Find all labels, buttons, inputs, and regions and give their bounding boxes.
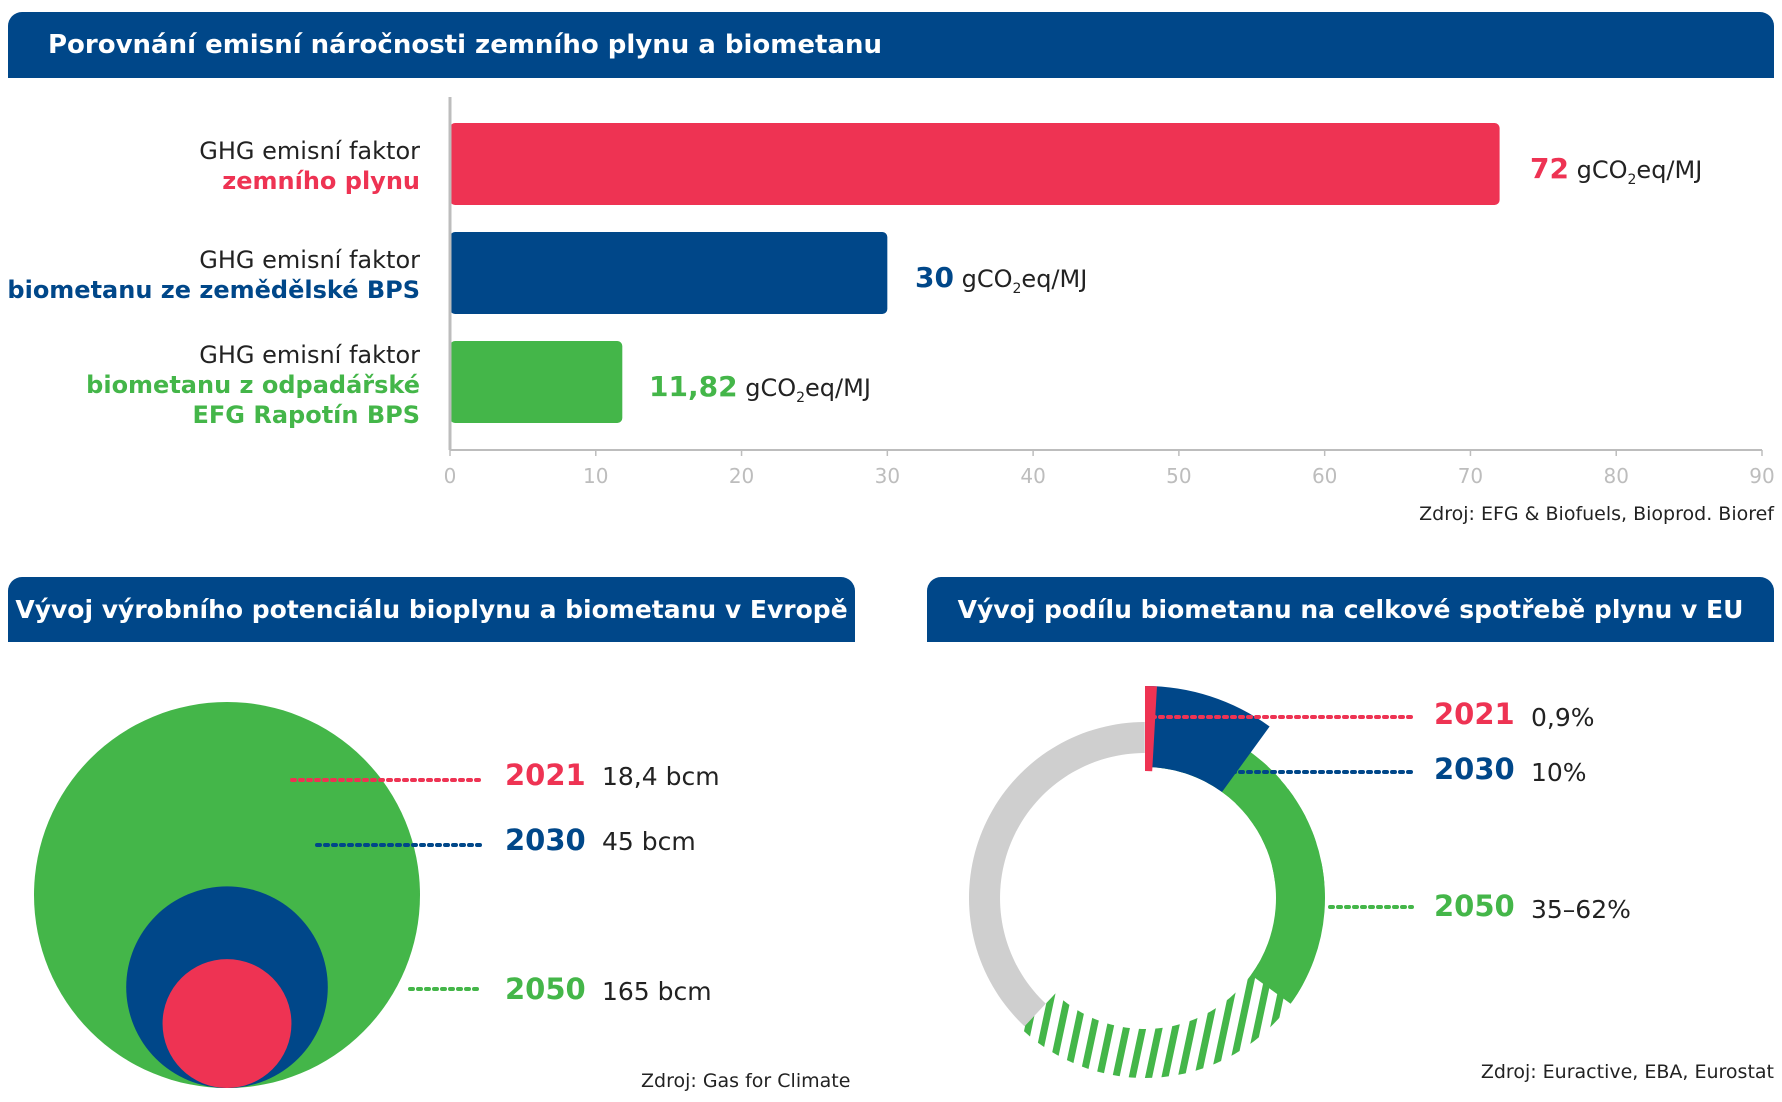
bar-label-line2: biometanu ze zemědělské BPS [7, 276, 420, 304]
bar-label-line1: GHG emisní faktor [199, 246, 420, 274]
x-tick-label-30: 30 [875, 464, 900, 488]
bar-2 [450, 341, 623, 423]
bubble-year-2030: 2030 [505, 823, 586, 857]
x-tick-label-40: 40 [1020, 464, 1045, 488]
donut-2021 [1145, 686, 1157, 772]
bar-label-natural-gas: GHG emisní faktor zemního plynu [199, 136, 420, 196]
x-tick-label-90: 90 [1749, 464, 1774, 488]
bar-value: 11,82 [649, 370, 738, 403]
unit-post: eq/MJ [805, 374, 871, 402]
x-tick-label-10: 10 [583, 464, 608, 488]
donut-value-2050: 35–62% [1531, 895, 1631, 924]
bar-value-label-2: 11,82 gCO2eq/MJ [649, 370, 871, 406]
bar-label-line1: GHG emisní faktor [199, 341, 420, 369]
x-tick-label-80: 80 [1603, 464, 1628, 488]
bar-0 [450, 123, 1500, 205]
donut-value-2021: 0,9% [1531, 703, 1595, 732]
bar-value: 30 [915, 261, 954, 294]
bubble-year-2021: 2021 [505, 758, 586, 792]
bar-value: 72 [1530, 152, 1569, 185]
bar-label-waste-biomethane: GHG emisní faktor biometanu z odpadářské… [86, 340, 420, 430]
donut-year-2021: 2021 [1434, 697, 1515, 731]
unit-post: eq/MJ [1021, 265, 1088, 293]
bubble-2021 [162, 959, 292, 1088]
unit-pre: gCO [745, 374, 797, 402]
section2-title: Vývoj výrobního potenciálu bioplynu a bi… [8, 577, 855, 642]
source-2: Zdroj: Gas for Climate [641, 1070, 851, 1092]
bar-label-line1: GHG emisní faktor [199, 137, 420, 165]
bar-label-line2: biometanu z odpadářské [86, 371, 420, 399]
source-3: Zdroj: Euractive, EBA, Eurostat [1480, 1061, 1774, 1083]
x-tick-label-20: 20 [729, 464, 754, 488]
x-tick-label-50: 50 [1166, 464, 1191, 488]
unit-post: eq/MJ [1636, 156, 1703, 184]
bubble-value-2021: 18,4 bcm [602, 762, 720, 791]
bubble-year-2050: 2050 [505, 972, 586, 1006]
unit-sub: 2 [1012, 280, 1022, 297]
x-tick-label-0: 0 [444, 464, 457, 488]
donut-year-2050: 2050 [1434, 889, 1515, 923]
unit-pre: gCO [961, 265, 1013, 293]
donut-value-2030: 10% [1531, 758, 1587, 787]
bar-label-line2: zemního plynu [222, 167, 420, 195]
bar-value-label-0: 72 gCO2eq/MJ [1530, 152, 1702, 188]
unit-sub: 2 [796, 389, 806, 406]
bubble-value-2050: 165 bcm [602, 977, 712, 1006]
unit-pre: gCO [1576, 156, 1628, 184]
donut-year-2030: 2030 [1434, 752, 1515, 786]
x-tick-label-60: 60 [1312, 464, 1337, 488]
bar-value-label-1: 30 gCO2eq/MJ [915, 261, 1087, 297]
source-1: Zdroj: EFG & Biofuels, Bioprod. Bioref [1419, 503, 1774, 525]
unit-sub: 2 [1627, 171, 1637, 188]
section1-title: Porovnání emisní náročnosti zemního plyn… [8, 12, 1774, 78]
bar-1 [450, 232, 888, 314]
donut-2030 [1145, 686, 1270, 793]
section3-title: Vývoj podílu biometanu na celkové spotře… [927, 577, 1774, 642]
bar-label-agri-biomethane: GHG emisní faktor biometanu ze zemědělsk… [7, 245, 420, 305]
x-tick-label-70: 70 [1458, 464, 1483, 488]
bubble-value-2030: 45 bcm [602, 827, 696, 856]
donut-2050-min [1145, 718, 1325, 1004]
bar-label-line3: EFG Rapotín BPS [192, 401, 421, 429]
